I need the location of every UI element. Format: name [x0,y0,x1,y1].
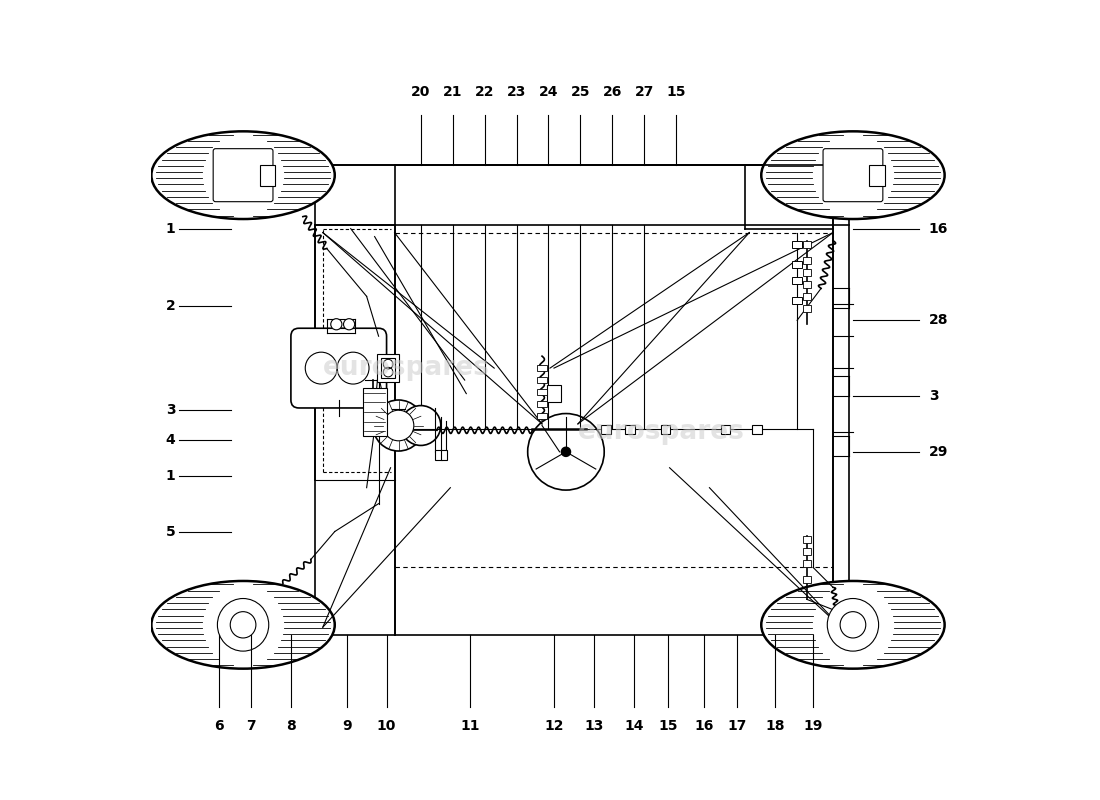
Text: 10: 10 [377,719,396,733]
Bar [752,425,762,434]
Ellipse shape [152,131,334,219]
Ellipse shape [220,153,266,198]
Text: 7: 7 [246,719,256,733]
Text: 5: 5 [166,525,175,538]
Text: eurospares: eurospares [579,419,745,445]
Circle shape [383,410,414,441]
Ellipse shape [218,598,268,651]
Bar [537,377,547,383]
Bar [625,425,635,434]
Ellipse shape [761,131,945,219]
Bar [792,297,802,303]
Text: 16: 16 [928,222,948,235]
Text: 1: 1 [166,469,175,482]
Ellipse shape [830,602,876,647]
Text: 1: 1 [166,222,175,235]
Bar [792,262,802,268]
Text: 9: 9 [342,719,352,733]
Bar [363,388,386,436]
Bar [803,293,811,299]
Bar [792,278,802,284]
Bar [869,165,884,186]
Ellipse shape [230,612,256,638]
Text: 21: 21 [443,85,462,98]
Text: 8: 8 [286,719,296,733]
Circle shape [343,318,354,330]
Bar [803,560,811,566]
Text: 4: 4 [166,433,175,447]
Bar [601,425,610,434]
Text: 16: 16 [694,719,714,733]
Bar [377,354,399,382]
Ellipse shape [761,581,945,669]
Bar [803,536,811,542]
Bar [720,425,730,434]
Circle shape [561,447,571,457]
Bar [547,385,561,402]
Text: 29: 29 [928,445,948,459]
Bar [537,401,547,407]
Bar [792,242,802,248]
Text: 12: 12 [544,719,563,733]
Circle shape [400,406,441,446]
Bar [803,548,811,554]
Text: 24: 24 [539,85,558,98]
Circle shape [373,400,424,451]
Bar [803,270,811,276]
FancyBboxPatch shape [213,149,273,202]
Text: 3: 3 [166,402,175,417]
Ellipse shape [152,581,334,669]
Text: 20: 20 [411,85,430,98]
Circle shape [331,318,342,330]
Ellipse shape [830,153,876,198]
Bar [537,365,547,371]
Bar [803,305,811,311]
Text: 14: 14 [624,719,644,733]
Bar [260,165,275,186]
Bar [381,358,395,378]
Text: 15: 15 [658,719,678,733]
Text: 11: 11 [461,719,480,733]
Bar [436,450,441,460]
Text: 23: 23 [507,85,526,98]
Bar [441,450,448,460]
Text: eurospares: eurospares [323,355,490,381]
Bar [803,242,811,248]
Text: 2: 2 [166,299,175,313]
Ellipse shape [840,612,866,638]
Text: 13: 13 [584,719,604,733]
Bar [803,576,811,582]
Bar [537,413,547,419]
Text: 6: 6 [214,719,224,733]
Text: 25: 25 [571,85,590,98]
Bar [661,425,670,434]
Text: 27: 27 [635,85,653,98]
Bar [803,258,811,264]
Text: 15: 15 [667,85,685,98]
FancyBboxPatch shape [290,328,386,408]
Text: 3: 3 [928,389,938,403]
Text: 26: 26 [603,85,622,98]
Ellipse shape [827,598,879,651]
Bar [537,389,547,395]
Text: 22: 22 [475,85,494,98]
Text: 28: 28 [928,314,948,327]
Text: 17: 17 [728,719,747,733]
Bar [803,282,811,287]
Text: 18: 18 [766,719,784,733]
FancyBboxPatch shape [823,149,883,202]
Text: 19: 19 [803,719,823,733]
Ellipse shape [220,602,266,647]
